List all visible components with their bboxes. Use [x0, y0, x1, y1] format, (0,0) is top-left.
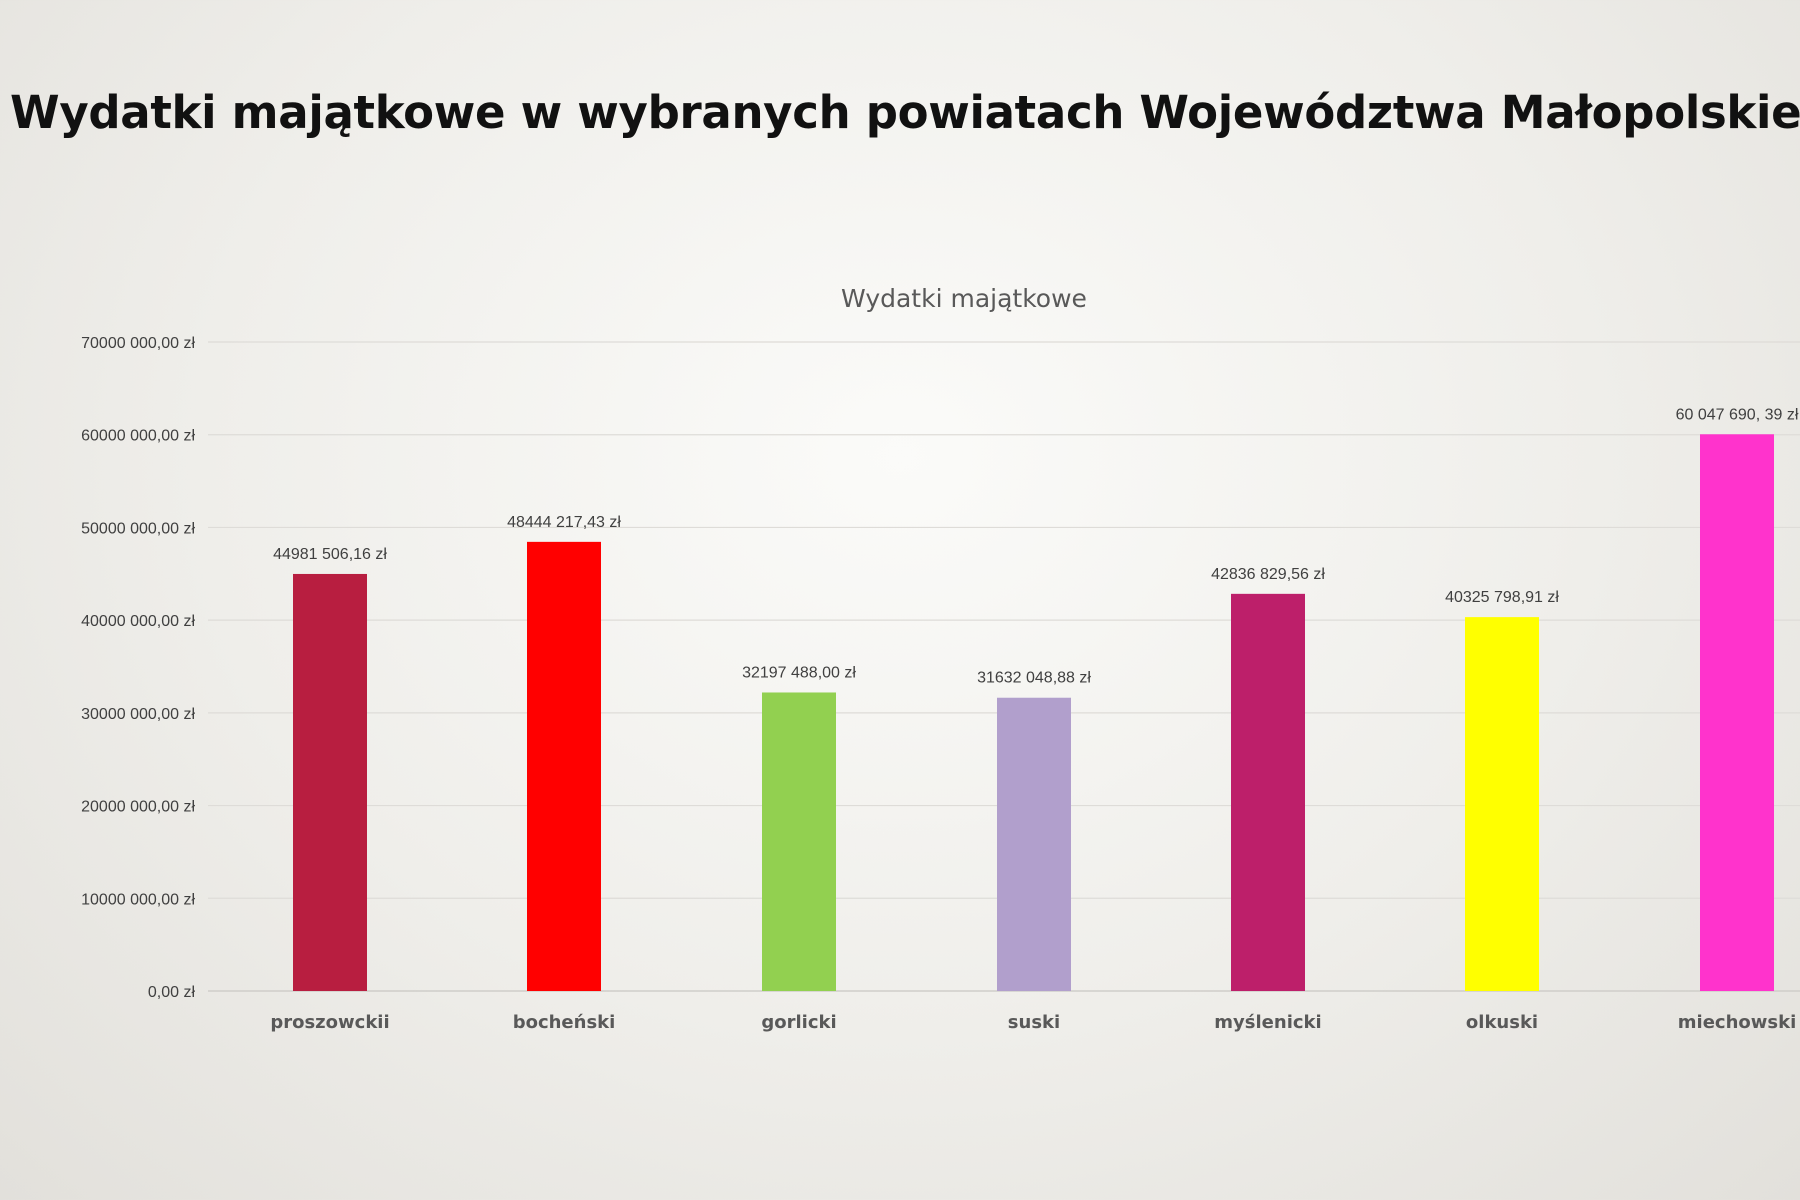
y-tick-label: 50000 000,00 zł [81, 520, 195, 537]
x-tick-label: bocheński [513, 1012, 616, 1033]
x-tick-label: myślenicki [1214, 1012, 1321, 1033]
y-tick-label: 0,00 zł [148, 984, 196, 1001]
bar-proszowckii [293, 573, 367, 991]
bar-olkuski [1465, 617, 1539, 991]
y-tick-label: 20000 000,00 zł [81, 799, 195, 816]
data-label: 48444 217,43 zł [507, 514, 621, 531]
x-axis: proszowckii bocheński gorlicki suski myśleni… [270, 1012, 1796, 1033]
y-axis: 0,00 zł 10000 000,00 zł 20000 000,00 zł 300… [81, 335, 195, 1001]
x-tick-label: gorlicki [761, 1012, 836, 1033]
data-label: 31632 048,88 zł [977, 670, 1091, 687]
bar-bocheński [527, 541, 601, 991]
bar-miechowski [1700, 434, 1774, 992]
bar-gorlicki [762, 692, 836, 991]
x-tick-label: proszowckii [270, 1012, 389, 1033]
bars [293, 434, 1774, 992]
chart-title: Wydatki majątkowe [841, 284, 1087, 313]
x-tick-label: olkuski [1466, 1012, 1538, 1033]
data-label: 60 047 690, 39 zł [1676, 406, 1799, 423]
data-label: 42836 829,56 zł [1211, 566, 1325, 583]
y-tick-label: 40000 000,00 zł [81, 613, 195, 630]
x-tick-label: miechowski [1678, 1012, 1796, 1033]
data-label: 40325 798,91 zł [1445, 589, 1559, 606]
y-tick-label: 10000 000,00 zł [81, 891, 195, 908]
y-tick-label: 30000 000,00 zł [81, 706, 195, 723]
y-tick-label: 60000 000,00 zł [81, 428, 195, 445]
data-label: 32197 488,00 zł [742, 664, 856, 681]
data-label: 44981 506,16 zł [273, 546, 387, 563]
data-labels: 44981 506,16 zł 48444 217,43 zł 32197 488,… [273, 406, 1799, 686]
bar-suski [997, 697, 1071, 991]
x-tick-label: suski [1008, 1012, 1060, 1033]
slide-title: Wydatki majątkowe w wybranych powiatach … [10, 86, 1800, 139]
y-tick-label: 70000 000,00 zł [81, 335, 195, 352]
bar-myślenicki [1231, 593, 1305, 991]
